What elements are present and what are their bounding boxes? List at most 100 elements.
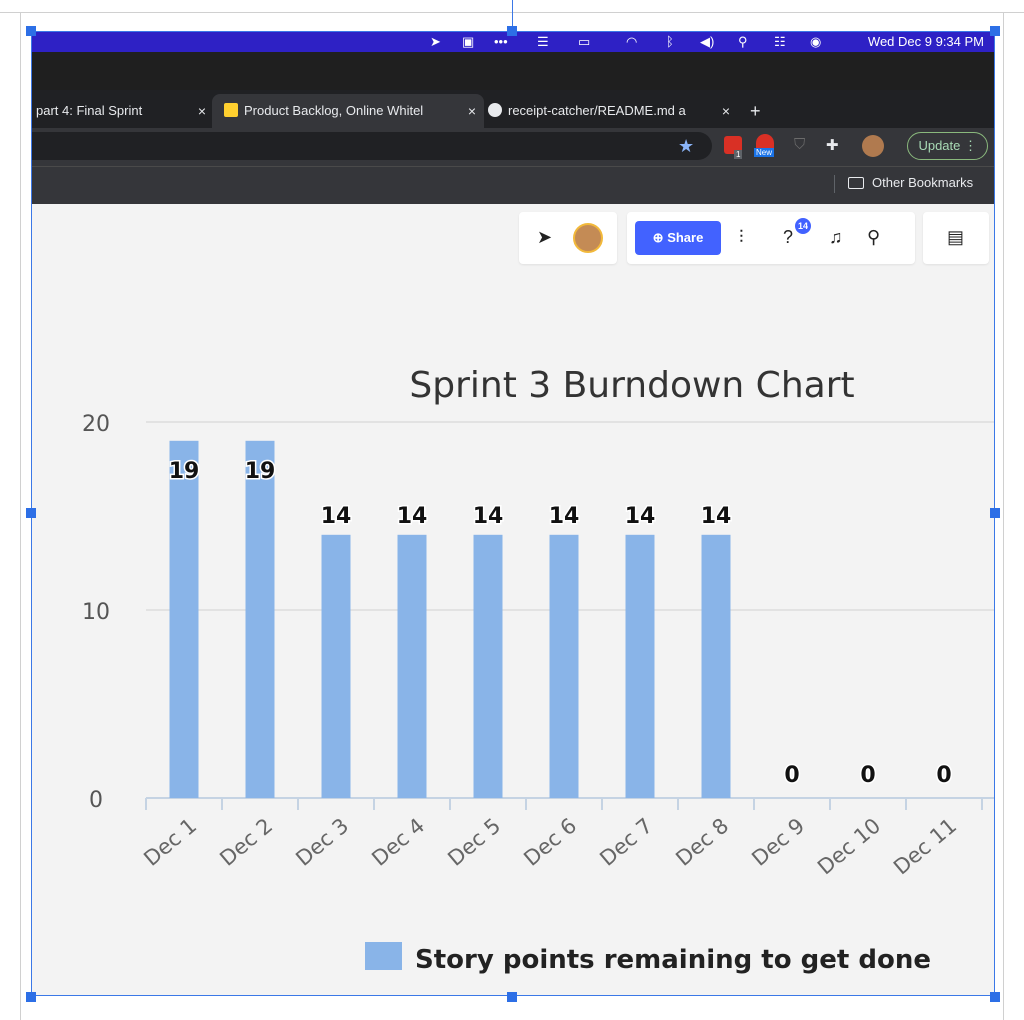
data-label: 14 (625, 504, 656, 529)
resize-handle-top-right[interactable] (990, 26, 1000, 36)
bookmark-star-icon[interactable]: ★ (678, 136, 695, 156)
notes-panel: ▤ (923, 212, 989, 264)
tab-product-backlog[interactable]: Product Backlog, Online Whitel × (212, 94, 484, 128)
browser-titlebar (32, 52, 994, 90)
bluetooth-icon: ᛒ (666, 34, 674, 49)
address-bar-row: ★ 1 New ⛉ ✚ Update ⋮ (32, 128, 994, 166)
mac-menubar: ➤ ▣ ••• ☰ ▭ ◠ ᛒ ◀) ⚲ ☷ ◉ Wed Dec 9 9:34 … (32, 32, 994, 52)
help-icon[interactable]: ? (783, 227, 794, 247)
tab-strip: part 4: Final Sprint × Product Backlog, … (32, 90, 994, 128)
spotlight-icon: ⚲ (738, 34, 748, 49)
siri-icon: ◉ (810, 34, 822, 49)
x-tick-label: Dec 10 (813, 813, 885, 879)
share-label: Share (667, 230, 704, 245)
location-arrow-icon: ➤ (430, 34, 441, 49)
data-label: 14 (321, 504, 352, 529)
notes-icon[interactable]: ▤ (947, 227, 965, 247)
resize-handle-left[interactable] (26, 508, 36, 518)
url-field[interactable] (32, 132, 712, 160)
close-icon[interactable]: × (467, 103, 476, 119)
burndown-chart: Sprint 3 Burndown Chart 0 10 20 19 19 14 14 14… (82, 365, 994, 975)
x-tick-label: Dec 6 (519, 813, 581, 870)
x-tick-label: Dec 2 (215, 813, 277, 870)
top-toolbar: ⊕ Share ⫶ ? 14 ♫ ⚲ (627, 212, 915, 264)
resize-handle-top[interactable] (507, 26, 517, 36)
tab-final-sprint[interactable]: part 4: Final Sprint × (32, 94, 214, 128)
bar (473, 534, 503, 798)
bookmarks-bar: Other Bookmarks (32, 166, 994, 205)
resize-handle-bottom-left[interactable] (26, 992, 36, 1002)
resize-handle-top-left[interactable] (26, 26, 36, 36)
x-tick-label: Dec (991, 813, 994, 858)
extension-icon[interactable] (724, 136, 742, 154)
extension-badge: 1 (734, 150, 743, 159)
data-label: 0 (860, 763, 875, 788)
cursor-panel: ➤ (519, 212, 617, 264)
folder-icon (848, 177, 864, 189)
settings-sliders-icon[interactable]: ⫶ (739, 227, 744, 247)
battery-icon: ▭ (578, 34, 591, 49)
chart-title: Sprint 3 Burndown Chart (409, 365, 854, 406)
collaborator-avatar[interactable] (573, 223, 603, 253)
wifi-icon: ◠ (626, 34, 638, 49)
other-bookmarks-label[interactable]: Other Bookmarks (872, 175, 974, 190)
tab-label: Product Backlog, Online Whitel (244, 103, 424, 118)
tab-label: receipt-catcher/README.md a (508, 103, 686, 118)
bar (245, 440, 275, 798)
data-label: 14 (549, 504, 580, 529)
close-icon[interactable]: × (721, 103, 730, 119)
embedded-screenshot[interactable]: ➤ ▣ ••• ☰ ▭ ◠ ᛒ ◀) ⚲ ☷ ◉ Wed Dec 9 9:34 … (32, 32, 994, 995)
share-button[interactable]: ⊕ Share (635, 221, 721, 255)
data-label: 0 (784, 763, 799, 788)
menubar-clock: Wed Dec 9 9:34 PM (867, 34, 984, 49)
miro-favicon-icon (224, 103, 238, 117)
extension-icon-2[interactable] (756, 134, 774, 148)
x-tick-label: Dec 9 (747, 813, 809, 870)
divider (834, 175, 835, 193)
puzzle-icon[interactable]: ✚ (826, 137, 839, 154)
x-tick-label: Dec 7 (595, 813, 657, 870)
outer-frame-left (20, 12, 21, 1020)
x-tick-label: Dec 3 (291, 813, 353, 870)
bar (397, 534, 427, 798)
resize-handle-bottom[interactable] (507, 992, 517, 1002)
bar (321, 534, 351, 798)
resize-handle-bottom-right[interactable] (990, 992, 1000, 1002)
x-tick-label: Dec 8 (671, 813, 733, 870)
tab-receipt-catcher[interactable]: receipt-catcher/README.md a × (484, 94, 738, 128)
dots-icon: ••• (494, 34, 508, 49)
control-center-icon: ☷ (774, 34, 786, 49)
shield-icon[interactable]: ⛉ (794, 136, 806, 153)
cursor-filter-icon[interactable]: ➤ (537, 227, 553, 247)
extension-new-badge: New (754, 148, 775, 157)
x-tick-label: Dec 1 (139, 813, 201, 870)
profile-avatar[interactable] (862, 135, 884, 157)
data-label: 14 (473, 504, 504, 529)
rotation-line (512, 0, 513, 28)
tab-label: part 4: Final Sprint (36, 103, 143, 118)
data-label: 0 (936, 763, 951, 788)
bar (625, 534, 655, 798)
bar (169, 440, 199, 798)
legend-swatch (365, 942, 402, 970)
stack-icon: ☰ (537, 34, 549, 49)
close-icon[interactable]: × (197, 103, 206, 119)
update-button[interactable]: Update ⋮ (907, 132, 988, 160)
data-label: 19 (169, 459, 200, 484)
zoom-icon: ▣ (462, 34, 475, 49)
x-tick-label: Dec 5 (443, 813, 505, 870)
x-tick-label: Dec 11 (889, 813, 961, 879)
legend-label: Story points remaining to get done (415, 945, 931, 975)
search-icon[interactable]: ⚲ (867, 227, 881, 247)
x-tick-label: Dec 4 (367, 813, 429, 870)
bell-icon[interactable]: ♫ (829, 227, 843, 247)
new-tab-button[interactable]: + (750, 101, 761, 121)
y-tick-label: 20 (82, 412, 110, 437)
bar (549, 534, 579, 798)
data-label: 14 (701, 504, 732, 529)
github-favicon-icon (488, 103, 502, 117)
resize-handle-right[interactable] (990, 508, 1000, 518)
more-icon: ⋮ (964, 138, 977, 153)
y-tick-label: 10 (82, 600, 110, 625)
data-label: 14 (397, 504, 428, 529)
